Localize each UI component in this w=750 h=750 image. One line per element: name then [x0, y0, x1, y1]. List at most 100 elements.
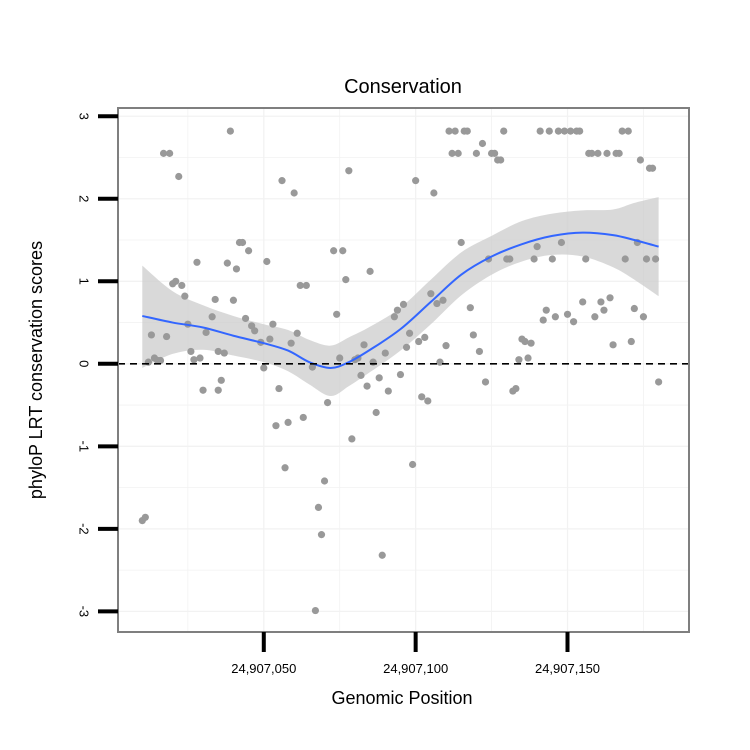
y-tick-label: 3: [77, 113, 92, 120]
data-point: [521, 337, 529, 346]
data-point: [375, 374, 383, 382]
data-point: [308, 363, 316, 371]
chart-title: Conservation: [344, 76, 462, 98]
panel-border: [117, 107, 690, 633]
data-point: [421, 333, 429, 342]
data-point: [166, 149, 174, 157]
data-point: [576, 127, 584, 135]
confidence-band-layer: [142, 197, 659, 396]
data-point: [491, 149, 499, 157]
confidence-band: [142, 197, 659, 396]
y-tick-label: 1: [77, 278, 92, 285]
data-point: [560, 127, 569, 135]
x-tick-label: 24,907,050: [231, 661, 296, 676]
data-point: [196, 354, 204, 362]
data-point: [627, 337, 635, 346]
x-axis-title: Genomic Position: [331, 688, 472, 708]
x-tick-label: 24,907,100: [383, 661, 448, 676]
data-point: [409, 460, 417, 469]
data-point: [147, 331, 156, 339]
data-point: [208, 313, 216, 321]
data-point: [320, 477, 329, 485]
data-point: [199, 386, 207, 394]
data-point: [533, 243, 541, 251]
data-point: [357, 371, 365, 379]
data-point: [214, 347, 222, 356]
data-point: [302, 281, 310, 290]
data-point: [472, 149, 480, 157]
data-point: [506, 255, 514, 263]
data-point: [281, 464, 289, 472]
data-point: [457, 238, 465, 247]
y-tick-label: 0: [77, 360, 92, 367]
data-point: [293, 329, 301, 337]
data-point: [451, 127, 459, 135]
data-point: [582, 255, 590, 263]
data-point: [424, 397, 432, 405]
data-point: [333, 310, 341, 318]
data-point: [266, 335, 274, 343]
data-point: [260, 364, 268, 372]
smooth-line-layer: [142, 231, 659, 369]
data-point: [412, 177, 420, 185]
data-point: [548, 255, 556, 263]
x-tick-label: 24,907,150: [535, 661, 600, 676]
data-point: [642, 255, 651, 263]
data-point: [336, 354, 344, 362]
y-axis: -3 -2 -1 0 1 2 3: [77, 113, 118, 617]
data-point: [527, 339, 535, 347]
data-point: [530, 255, 538, 263]
data-point: [178, 281, 186, 290]
smooth-line: [142, 231, 659, 369]
points-layer: [138, 127, 663, 615]
data-point: [418, 393, 426, 401]
data-point: [202, 328, 210, 337]
data-point: [402, 343, 411, 351]
data-point: [342, 276, 350, 284]
data-point: [360, 341, 368, 349]
data-point: [466, 304, 474, 312]
data-point: [415, 337, 423, 346]
data-point: [439, 296, 447, 304]
data-point: [448, 149, 456, 157]
x-axis: 24,907,050 24,907,100 24,907,150: [231, 632, 600, 676]
data-point: [433, 299, 441, 308]
y-tick-label: -1: [77, 441, 92, 453]
y-tick-label: -2: [77, 523, 92, 535]
data-point: [172, 277, 180, 285]
data-point: [557, 238, 566, 247]
data-point: [238, 238, 247, 247]
data-point: [323, 398, 332, 407]
data-point: [436, 358, 444, 366]
data-point: [563, 310, 572, 318]
data-point: [648, 164, 657, 172]
data-point: [636, 156, 645, 164]
data-point: [278, 177, 286, 185]
data-point: [618, 127, 626, 135]
data-point: [159, 149, 168, 157]
data-point: [445, 127, 453, 135]
data-point: [551, 313, 559, 321]
data-point: [290, 189, 298, 197]
data-point: [229, 296, 238, 304]
data-point: [378, 551, 386, 559]
data-point: [606, 294, 614, 302]
data-point: [454, 149, 462, 157]
data-point: [363, 382, 371, 390]
data-point: [542, 306, 550, 314]
data-point: [539, 316, 547, 324]
data-point: [272, 422, 280, 430]
data-point: [651, 255, 660, 263]
data-point: [566, 127, 575, 135]
data-point: [603, 149, 611, 157]
data-point: [639, 313, 648, 321]
data-point: [497, 156, 505, 164]
data-point: [655, 378, 663, 386]
data-point: [478, 139, 487, 148]
data-point: [314, 503, 323, 511]
data-point: [463, 127, 471, 135]
y-axis-title: phyloP LRT conservation scores: [26, 241, 46, 499]
data-point: [442, 342, 450, 350]
data-point: [369, 358, 377, 366]
